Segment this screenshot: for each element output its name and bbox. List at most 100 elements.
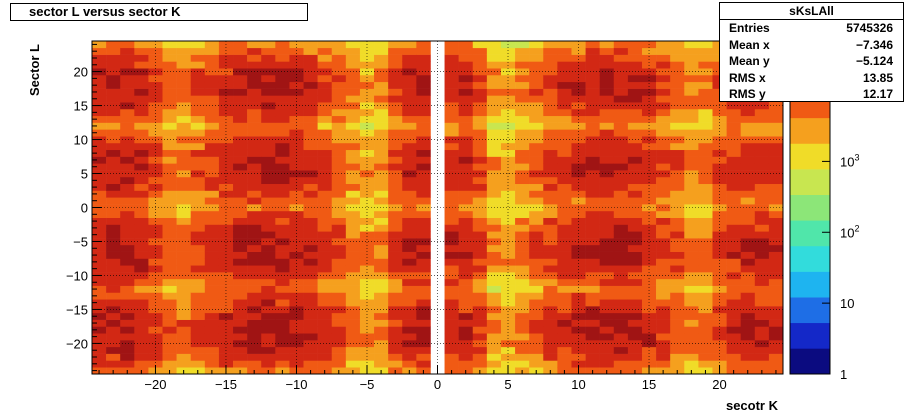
heatmap-cell xyxy=(500,47,516,55)
heatmap-cell xyxy=(500,74,516,83)
heatmap-cell xyxy=(388,319,403,327)
heatmap-cell xyxy=(656,299,671,307)
heatmap-cell xyxy=(275,122,290,130)
heatmap-cell xyxy=(515,278,530,286)
heatmap-cell xyxy=(289,129,304,137)
heatmap-cell xyxy=(402,265,417,273)
heatmap-cell xyxy=(275,102,290,110)
heatmap-cell xyxy=(486,346,502,354)
heatmap-cell xyxy=(359,224,375,232)
heatmap-cell xyxy=(684,272,699,280)
heatmap-cell xyxy=(684,129,699,137)
z-tick-label: 102 xyxy=(840,223,859,240)
heatmap-cell xyxy=(374,122,389,130)
heatmap-cell xyxy=(641,163,657,171)
heatmap-cell xyxy=(599,251,615,259)
heatmap-cell xyxy=(233,285,248,293)
heatmap-cell xyxy=(275,129,290,137)
heatmap-cell xyxy=(670,61,685,69)
heatmap-cell xyxy=(303,353,318,361)
heatmap-cell xyxy=(359,122,375,130)
heatmap-cell xyxy=(557,285,572,293)
heatmap-cell xyxy=(388,244,403,252)
heatmap-cell xyxy=(740,204,756,212)
heatmap-cell xyxy=(204,292,220,300)
heatmap-cell xyxy=(345,265,361,273)
heatmap-cell xyxy=(684,333,699,341)
heatmap-cell xyxy=(289,285,304,293)
heatmap-cell xyxy=(754,299,770,307)
heatmap-cell xyxy=(557,54,572,62)
heatmap-cell xyxy=(712,108,727,117)
heatmap-cell xyxy=(500,61,516,69)
heatmap-cell xyxy=(374,61,389,69)
heatmap-cell xyxy=(557,224,572,232)
heatmap-cell xyxy=(92,108,107,117)
heatmap-cell xyxy=(515,319,530,327)
heatmap-cell xyxy=(684,68,699,76)
heatmap-cell xyxy=(698,129,713,137)
heatmap-cell xyxy=(331,231,347,239)
heatmap-cell xyxy=(726,285,741,293)
heatmap-cell xyxy=(190,244,206,252)
heatmap-cell xyxy=(402,61,417,69)
heatmap-cell xyxy=(218,176,234,185)
heatmap-cell xyxy=(698,102,713,110)
heatmap-cell xyxy=(374,176,389,185)
heatmap-cell xyxy=(444,333,459,341)
heatmap-cell xyxy=(557,238,572,246)
heatmap-cell xyxy=(416,142,431,151)
heatmap-cell xyxy=(317,88,333,96)
heatmap-cell xyxy=(233,326,248,334)
heatmap-cell xyxy=(641,340,657,348)
heatmap-cell xyxy=(317,61,333,69)
heatmap-cell xyxy=(458,360,474,368)
heatmap-cell xyxy=(106,258,121,266)
heatmap-cell xyxy=(458,95,474,103)
heatmap-cell xyxy=(204,197,220,205)
heatmap-cell xyxy=(486,190,502,198)
heatmap-cell xyxy=(148,353,163,361)
heatmap-cell xyxy=(571,278,586,286)
heatmap-cell xyxy=(641,54,657,62)
heatmap-cell xyxy=(585,170,600,178)
heatmap-cell xyxy=(712,265,727,273)
heatmap-cell xyxy=(261,217,276,225)
heatmap-cell xyxy=(726,346,741,354)
heatmap-cell xyxy=(740,299,756,307)
heatmap-cell xyxy=(740,238,756,246)
heatmap-cell xyxy=(515,142,530,151)
heatmap-cell xyxy=(190,224,206,232)
heatmap-cell xyxy=(331,285,347,293)
heatmap-cell xyxy=(134,299,149,307)
heatmap-cell xyxy=(176,197,192,205)
heatmap-cell xyxy=(684,231,699,239)
heatmap-cell xyxy=(557,353,572,361)
heatmap-cell xyxy=(740,244,756,252)
heatmap-cell xyxy=(557,319,572,327)
heatmap-cell xyxy=(120,68,135,76)
heatmap-cell xyxy=(515,176,530,185)
heatmap-cell xyxy=(317,251,333,259)
heatmap-cell xyxy=(345,319,361,327)
heatmap-cell xyxy=(388,122,403,130)
heatmap-cell xyxy=(613,285,629,293)
heatmap-cell xyxy=(684,197,699,205)
heatmap-cell xyxy=(585,278,600,286)
heatmap-cell xyxy=(416,41,431,49)
heatmap-cell xyxy=(303,231,318,239)
heatmap-cell xyxy=(275,74,290,83)
heatmap-cell xyxy=(698,183,713,191)
heatmap-cell xyxy=(740,163,756,171)
heatmap-cell xyxy=(599,74,615,83)
heatmap-cell xyxy=(740,285,756,293)
heatmap-cell xyxy=(134,360,149,368)
heatmap-cell xyxy=(162,333,177,341)
heatmap-cell xyxy=(641,74,657,83)
heatmap-cell xyxy=(92,149,107,157)
heatmap-cell xyxy=(670,251,685,259)
heatmap-cell xyxy=(670,360,685,368)
heatmap-cell xyxy=(402,95,417,103)
heatmap-cell xyxy=(416,68,431,76)
heatmap-cell xyxy=(754,312,770,320)
